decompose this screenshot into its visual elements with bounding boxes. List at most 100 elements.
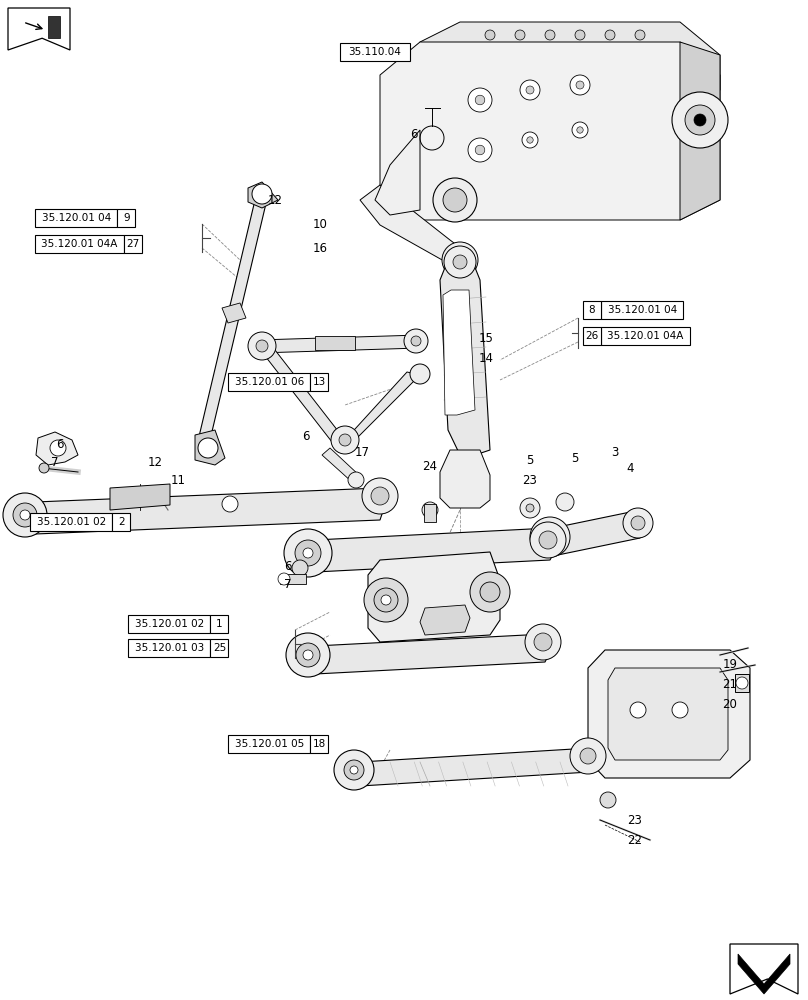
Circle shape — [331, 426, 359, 454]
Circle shape — [252, 184, 272, 204]
Polygon shape — [348, 748, 596, 786]
Text: 13: 13 — [313, 377, 326, 387]
Text: 22: 22 — [628, 834, 642, 846]
Text: 3: 3 — [612, 446, 619, 458]
Circle shape — [520, 80, 540, 100]
Bar — [583, 301, 601, 319]
Circle shape — [672, 92, 728, 148]
Polygon shape — [300, 634, 552, 674]
Polygon shape — [420, 605, 470, 635]
Circle shape — [362, 478, 398, 514]
Circle shape — [295, 540, 321, 566]
Circle shape — [13, 503, 37, 527]
Circle shape — [545, 30, 555, 40]
Circle shape — [410, 364, 430, 384]
Text: 24: 24 — [423, 460, 437, 474]
Bar — [601, 301, 684, 319]
Polygon shape — [345, 372, 420, 440]
Circle shape — [381, 595, 391, 605]
Text: 2: 2 — [118, 517, 124, 527]
Polygon shape — [258, 335, 420, 353]
Circle shape — [222, 496, 238, 512]
Text: 23: 23 — [523, 474, 537, 487]
Circle shape — [20, 510, 30, 520]
Bar — [112, 513, 130, 531]
Text: 19: 19 — [722, 658, 738, 672]
Text: 10: 10 — [313, 219, 327, 232]
Circle shape — [576, 81, 584, 89]
Text: 15: 15 — [478, 332, 494, 344]
Bar — [315, 336, 355, 350]
Circle shape — [3, 493, 47, 537]
Circle shape — [600, 792, 616, 808]
Bar — [210, 639, 229, 657]
Circle shape — [350, 766, 358, 774]
Circle shape — [530, 522, 566, 558]
Circle shape — [526, 504, 534, 512]
Bar — [228, 735, 310, 753]
Polygon shape — [222, 303, 246, 323]
Circle shape — [371, 487, 389, 505]
Circle shape — [631, 516, 645, 530]
Polygon shape — [440, 255, 490, 455]
Circle shape — [530, 517, 570, 557]
Polygon shape — [48, 16, 60, 38]
Circle shape — [334, 750, 374, 790]
Text: 11: 11 — [170, 474, 186, 487]
Polygon shape — [440, 450, 490, 508]
Text: 5: 5 — [571, 452, 579, 464]
Text: 35.120.01 02: 35.120.01 02 — [36, 517, 106, 527]
Polygon shape — [262, 350, 345, 442]
Circle shape — [444, 246, 476, 278]
Circle shape — [443, 188, 467, 212]
Polygon shape — [608, 668, 728, 760]
Circle shape — [422, 502, 438, 518]
Text: 6: 6 — [302, 430, 309, 442]
Text: 35.110.04: 35.110.04 — [348, 47, 402, 57]
Circle shape — [442, 242, 478, 278]
Polygon shape — [8, 8, 70, 50]
Text: 21: 21 — [722, 678, 738, 692]
Circle shape — [539, 531, 557, 549]
Circle shape — [525, 624, 561, 660]
Polygon shape — [322, 448, 360, 482]
Text: 35.120.01 04A: 35.120.01 04A — [41, 239, 117, 249]
Circle shape — [475, 95, 485, 105]
Text: 35.120.01 04A: 35.120.01 04A — [607, 331, 684, 341]
Circle shape — [672, 702, 688, 718]
Circle shape — [515, 30, 525, 40]
Bar — [210, 615, 229, 633]
Text: 17: 17 — [355, 446, 369, 460]
Text: 6: 6 — [410, 127, 418, 140]
Circle shape — [580, 748, 596, 764]
Text: 7: 7 — [284, 578, 292, 591]
Circle shape — [470, 572, 510, 612]
Polygon shape — [680, 42, 720, 220]
Circle shape — [534, 633, 552, 651]
Bar — [124, 235, 141, 253]
Text: 35.120.01 03: 35.120.01 03 — [135, 643, 204, 653]
Text: 35.120.01 05: 35.120.01 05 — [234, 739, 304, 749]
Polygon shape — [738, 954, 790, 994]
Circle shape — [248, 332, 276, 360]
Circle shape — [433, 178, 477, 222]
Circle shape — [364, 578, 408, 622]
Polygon shape — [20, 488, 385, 534]
Circle shape — [278, 573, 290, 585]
Circle shape — [198, 438, 218, 458]
Text: 23: 23 — [628, 814, 642, 826]
Text: 26: 26 — [585, 331, 599, 341]
Bar — [30, 513, 112, 531]
Polygon shape — [420, 22, 720, 110]
Text: 35.120.01 06: 35.120.01 06 — [234, 377, 304, 387]
Bar — [35, 235, 124, 253]
Text: 18: 18 — [313, 739, 326, 749]
Circle shape — [292, 560, 308, 576]
Bar — [424, 504, 436, 522]
Circle shape — [570, 75, 590, 95]
Text: 1: 1 — [216, 619, 223, 629]
Text: 35.120.01 02: 35.120.01 02 — [135, 619, 204, 629]
Circle shape — [374, 588, 398, 612]
Text: 6: 6 — [284, 560, 292, 572]
Circle shape — [404, 329, 428, 353]
